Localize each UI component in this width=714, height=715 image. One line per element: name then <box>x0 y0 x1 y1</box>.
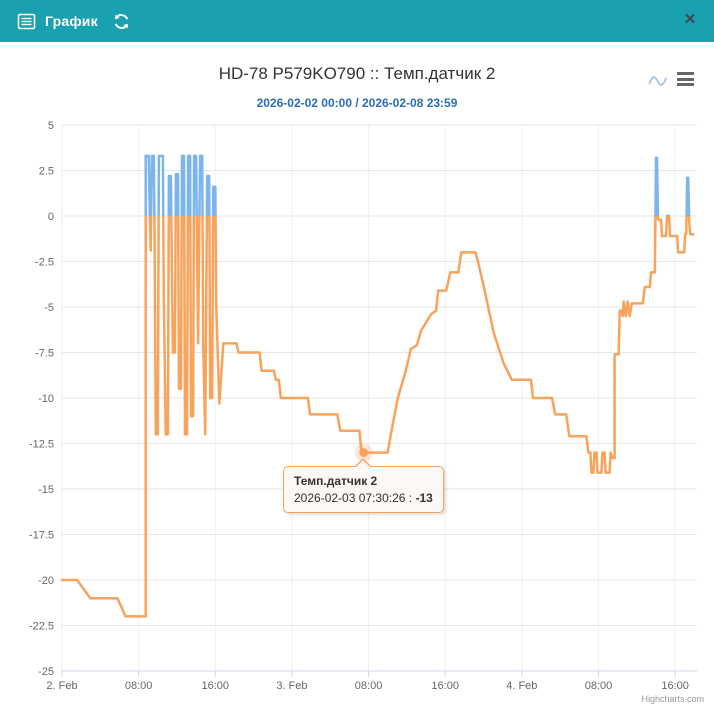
series-wave-icon[interactable] <box>648 73 668 89</box>
x-axis-label: 08:00 <box>585 680 613 692</box>
report-list-icon <box>17 12 36 31</box>
series-line-below-zero[interactable] <box>60 156 695 618</box>
export-menu-icon[interactable] <box>677 72 694 86</box>
y-axis-label: 5 <box>48 120 54 132</box>
chart-title: HD-78 P579KO790 :: Темп.датчик 2 <box>218 64 496 83</box>
y-axis-label: 2.5 <box>39 166 54 178</box>
close-icon[interactable]: ✕ <box>683 11 697 28</box>
x-axis-label: 3. Feb <box>276 680 307 692</box>
y-axis-label: 0 <box>48 211 54 223</box>
tooltip-value-line: 2026-02-03 07:30:26 : -13 <box>294 491 433 505</box>
y-axis-label: -2.5 <box>35 257 54 269</box>
y-axis-label: -5 <box>44 302 54 314</box>
window-title: График <box>45 13 98 29</box>
y-axis-label: -10 <box>38 393 54 405</box>
y-axis-label: -17.5 <box>29 530 54 542</box>
y-axis-label: -15 <box>38 484 54 496</box>
x-axis-label: 08:00 <box>355 680 383 692</box>
x-axis-label: 08:00 <box>125 680 153 692</box>
y-axis-label: -20 <box>38 575 54 587</box>
highcharts-credit[interactable]: Highcharts.com <box>641 694 704 704</box>
y-axis-label: -22.5 <box>29 621 54 633</box>
selected-point-marker[interactable] <box>359 448 369 458</box>
x-axis-label: 2. Feb <box>46 680 77 692</box>
y-axis-label: -25 <box>38 666 54 678</box>
x-axis-label: 4. Feb <box>506 680 537 692</box>
y-axis-label: -12.5 <box>29 439 54 451</box>
tooltip-series-name: Темп.датчик 2 <box>294 474 378 488</box>
x-axis-label: 16:00 <box>431 680 459 692</box>
refresh-icon[interactable] <box>112 12 131 31</box>
chart-panel: HD-78 P579KO790 :: Темп.датчик 2 2026-02… <box>0 42 714 715</box>
chart-subtitle: 2026-02-02 00:00 / 2026-02-08 23:59 <box>256 96 458 110</box>
y-axis-label: -7.5 <box>35 348 54 360</box>
titlebar: График ✕ <box>0 0 714 42</box>
x-axis-label: 16:00 <box>202 680 230 692</box>
plot-area: 2. Feb 08:00 16:00 3. Feb 08:00 16:00 4. Feb 08… <box>29 120 697 692</box>
point-tooltip: Темп.датчик 2 2026-02-03 07:30:26 : -13 <box>283 458 444 513</box>
x-axis-label: 16:00 <box>661 680 689 692</box>
